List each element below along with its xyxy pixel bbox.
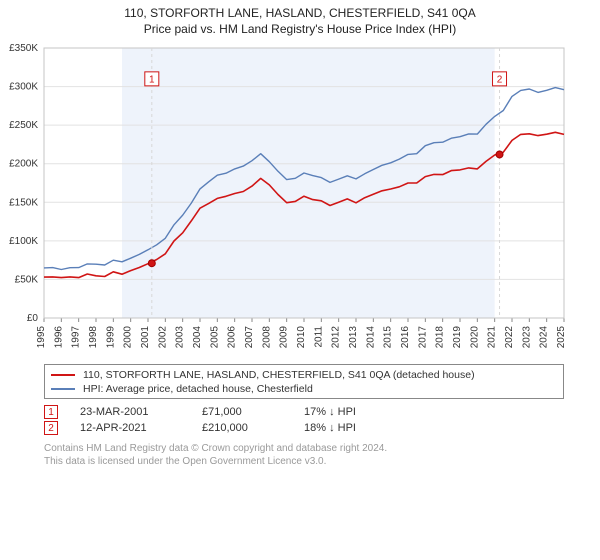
svg-text:2009: 2009	[279, 326, 290, 349]
legend-item-property: 110, STORFORTH LANE, HASLAND, CHESTERFIE…	[51, 369, 557, 382]
svg-text:£300K: £300K	[9, 82, 38, 93]
svg-text:2006: 2006	[227, 326, 238, 349]
svg-text:£50K: £50K	[15, 274, 39, 285]
sale-price: £210,000	[202, 422, 282, 434]
legend: 110, STORFORTH LANE, HASLAND, CHESTERFIE…	[44, 364, 564, 399]
legend-label-hpi: HPI: Average price, detached house, Ches…	[83, 383, 313, 396]
sale-date: 23-MAR-2001	[80, 406, 180, 418]
svg-text:2015: 2015	[383, 326, 394, 349]
price-chart: £0 £50K £100K £150K £200K £250K £300K £350K 1995…	[0, 38, 600, 358]
svg-text:2016: 2016	[400, 326, 411, 349]
sale-date: 12-APR-2021	[80, 422, 180, 434]
svg-text:2007: 2007	[244, 326, 255, 349]
svg-text:1997: 1997	[71, 326, 82, 349]
svg-text:2: 2	[497, 74, 503, 85]
legend-label-property: 110, STORFORTH LANE, HASLAND, CHESTERFIE…	[83, 369, 475, 382]
svg-text:2012: 2012	[331, 326, 342, 349]
sale-row: 2 12-APR-2021 £210,000 18% ↓ HPI	[44, 421, 564, 435]
svg-text:1998: 1998	[88, 326, 99, 349]
svg-text:2013: 2013	[348, 326, 359, 349]
sale-delta: 17% ↓ HPI	[304, 406, 404, 418]
sale-price: £71,000	[202, 406, 282, 418]
svg-text:£100K: £100K	[9, 236, 38, 247]
legend-swatch-hpi	[51, 388, 75, 390]
svg-text:2001: 2001	[140, 326, 151, 349]
sale-row: 1 23-MAR-2001 £71,000 17% ↓ HPI	[44, 405, 564, 419]
sale-delta: 18% ↓ HPI	[304, 422, 404, 434]
svg-text:2019: 2019	[452, 326, 463, 349]
legend-swatch-property	[51, 374, 75, 376]
svg-text:1996: 1996	[53, 326, 64, 349]
chart-title-block: 110, STORFORTH LANE, HASLAND, CHESTERFIE…	[0, 0, 600, 38]
svg-text:2025: 2025	[556, 326, 567, 349]
svg-text:2002: 2002	[157, 326, 168, 349]
svg-text:2024: 2024	[539, 326, 550, 349]
svg-text:2010: 2010	[296, 326, 307, 349]
svg-text:2011: 2011	[313, 326, 324, 348]
svg-text:2003: 2003	[175, 326, 186, 349]
svg-text:2021: 2021	[487, 326, 498, 349]
svg-text:1999: 1999	[105, 326, 116, 349]
svg-text:£200K: £200K	[9, 159, 38, 170]
svg-text:£0: £0	[27, 313, 39, 324]
footer-line2: This data is licensed under the Open Gov…	[44, 456, 564, 469]
svg-text:2022: 2022	[504, 326, 515, 349]
svg-text:2014: 2014	[365, 326, 376, 349]
svg-text:2017: 2017	[417, 326, 428, 349]
svg-text:1: 1	[149, 74, 155, 85]
svg-text:2018: 2018	[435, 326, 446, 349]
svg-text:2000: 2000	[123, 326, 134, 349]
svg-text:2008: 2008	[261, 326, 272, 349]
svg-text:£150K: £150K	[9, 197, 38, 208]
svg-text:2020: 2020	[469, 326, 480, 349]
svg-text:£250K: £250K	[9, 120, 38, 131]
svg-text:£350K: £350K	[9, 43, 38, 54]
svg-text:2023: 2023	[521, 326, 532, 349]
chart-container: £0 £50K £100K £150K £200K £250K £300K £350K 1995…	[0, 38, 600, 358]
sale-marker-2: 2	[44, 421, 58, 435]
svg-text:1995: 1995	[36, 326, 47, 349]
footer-line1: Contains HM Land Registry data © Crown c…	[44, 443, 564, 456]
footer-attribution: Contains HM Land Registry data © Crown c…	[44, 443, 564, 468]
svg-text:2005: 2005	[209, 326, 220, 349]
chart-title-address: 110, STORFORTH LANE, HASLAND, CHESTERFIE…	[0, 6, 600, 20]
svg-text:2004: 2004	[192, 326, 203, 349]
chart-title-subtitle: Price paid vs. HM Land Registry's House …	[0, 22, 600, 36]
sale-marker-1: 1	[44, 405, 58, 419]
sales-list: 1 23-MAR-2001 £71,000 17% ↓ HPI 2 12-APR…	[44, 405, 564, 435]
legend-item-hpi: HPI: Average price, detached house, Ches…	[51, 383, 557, 396]
